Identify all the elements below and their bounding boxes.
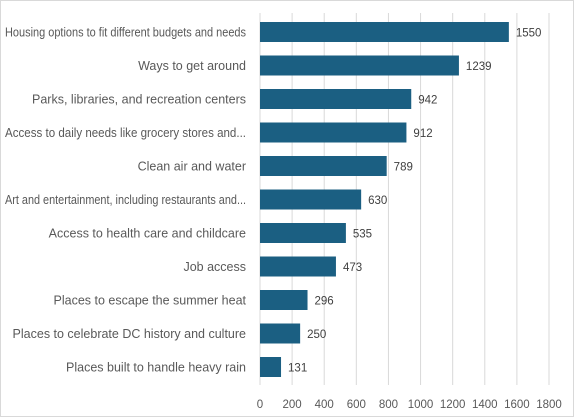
- category-label: Art and entertainment, including restaur…: [5, 193, 246, 207]
- bar: [260, 22, 509, 42]
- category-label: Places to celebrate DC history and cultu…: [13, 327, 246, 341]
- x-tick-label: 1200: [440, 399, 466, 411]
- category-label: Parks, libraries, and recreation centers: [32, 93, 246, 107]
- bars: [260, 22, 509, 377]
- x-tick-label: 800: [379, 399, 398, 411]
- data-label: 630: [368, 195, 387, 207]
- category-labels: Housing options to fit different budgets…: [5, 26, 247, 375]
- x-tick-label: 1800: [536, 399, 562, 411]
- data-label: 942: [418, 95, 437, 107]
- data-label: 296: [315, 296, 334, 308]
- category-label: Ways to get around: [138, 59, 246, 73]
- bar: [260, 122, 407, 143]
- category-label: Housing options to fit different budgets…: [5, 26, 246, 40]
- x-tick-label: 1400: [472, 399, 498, 411]
- bar: [260, 357, 282, 377]
- value-labels: 1550 1239 942 912 789 630 535 473 296 250 131: [288, 28, 541, 375]
- data-label: 131: [288, 363, 307, 375]
- x-tick-label: 600: [347, 399, 366, 411]
- bar: [260, 156, 387, 176]
- x-tick-label: 0: [257, 399, 263, 411]
- x-tick-label: 400: [315, 399, 334, 411]
- category-label: Places built to handle heavy rain: [66, 361, 246, 375]
- category-label: Access to daily needs like grocery store…: [5, 126, 246, 140]
- category-label: Access to health care and childcare: [49, 227, 246, 241]
- x-axis-ticks: 0 200 400 600 800 1000 1200 1400 1600 1800: [257, 399, 562, 411]
- bar: [260, 256, 336, 277]
- bar: [260, 189, 362, 210]
- x-tick-label: 1000: [408, 399, 434, 411]
- bar: [260, 323, 301, 344]
- data-label: 789: [394, 162, 413, 174]
- bar: [260, 55, 459, 76]
- bar: [260, 290, 308, 310]
- data-label: 1239: [466, 61, 492, 73]
- category-label: Job access: [183, 260, 246, 274]
- bar: [260, 223, 346, 243]
- category-label: Clean air and water: [138, 160, 246, 174]
- x-tick-label: 200: [283, 399, 302, 411]
- bar: [260, 89, 412, 109]
- x-tick-label: 1600: [504, 399, 530, 411]
- data-label: 1550: [516, 28, 542, 40]
- category-label: Places to escape the summer heat: [54, 294, 247, 308]
- data-label: 250: [307, 329, 326, 341]
- data-label: 535: [353, 229, 372, 241]
- data-label: 473: [343, 262, 362, 274]
- data-label: 912: [413, 128, 432, 140]
